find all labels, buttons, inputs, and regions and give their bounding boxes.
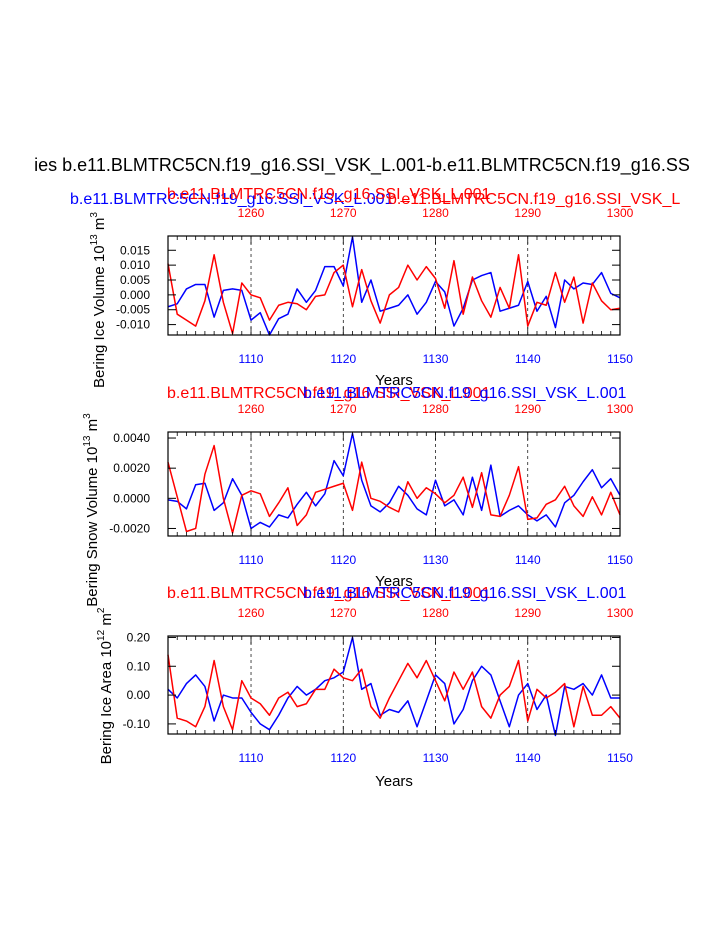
plot-frame: [167, 235, 621, 336]
x-top-tick-label: 1280: [422, 206, 449, 220]
chart-panel-3: b.e11.BLMTRC5CN.f19_g16.SSI_VSK_L.001b.e…: [96, 585, 634, 790]
y-axis-label-unit: m: [98, 613, 115, 630]
y-tick-label: 0.005: [120, 273, 150, 287]
x-axis-label: Years: [375, 773, 413, 790]
y-axis-label-unit: m: [84, 419, 101, 436]
x-top-tick-label: 1300: [607, 606, 634, 620]
y-axis-label-exp: 13: [82, 435, 93, 447]
y-tick-label: 0.00: [127, 688, 151, 702]
chart-panel-2: b.e11.BLMTRC5CN.f19_g16.SSI_VSK_L.001b.e…: [82, 385, 634, 607]
x-bottom-tick-label: 1110: [239, 553, 264, 567]
panel-title-blue: b.e11.BLMTRC5CN.f19_g16.SSI_VSK_L.001: [303, 585, 627, 602]
x-top-tick-label: 1300: [607, 402, 634, 416]
x-top-tick-label: 1260: [238, 206, 265, 220]
x-top-tick-label: 1290: [514, 606, 541, 620]
series-line-blue: [167, 236, 621, 336]
panel-title-red: b.e11.BLMTRC5CN.f19_g16.SSI_VSK_L.001: [167, 385, 491, 402]
panel-title-blue: b.e11.BLMTRC5CN.f19_g16.SSI_VSK_L.001: [303, 385, 627, 402]
y-tick-label: 0.0040: [113, 431, 150, 445]
y-axis-label: Bering Ice Area 1012 m2: [96, 607, 115, 764]
x-axis-label: Years: [375, 573, 413, 590]
y-axis-label: Bering Snow Volume 1013 m3: [82, 413, 101, 607]
y-axis-label-unit-exp: 3: [89, 212, 100, 218]
y-tick-label: 0.0020: [113, 461, 150, 475]
x-top-tick-label: 1260: [238, 402, 265, 416]
x-bottom-tick-label: 1140: [515, 751, 541, 765]
y-tick-label: 0.000: [120, 288, 150, 302]
x-bottom-tick-label: 1120: [330, 751, 356, 765]
x-top-tick-label: 1290: [514, 206, 541, 220]
page-title: ies b.e11.BLMTRC5CN.f19_g16.SSI_VSK_L.00…: [34, 155, 690, 176]
y-axis-label-unit-exp: 2: [96, 607, 107, 613]
x-axis-label: Years: [375, 372, 413, 389]
y-axis-label-exp: 12: [96, 629, 107, 641]
y-tick-label: -0.0020: [109, 521, 150, 535]
x-bottom-tick-label: 1150: [607, 751, 633, 765]
y-tick-label: 0.20: [127, 630, 151, 644]
header-title-red-overlap: b.e11.BLMTRC5CN.f19_g16.SSI_VSK_L.001: [167, 186, 491, 203]
series-line-red: [167, 654, 621, 731]
x-bottom-tick-label: 1140: [515, 352, 541, 366]
y-axis-label-text: Bering Ice Area 10: [98, 641, 115, 764]
y-axis-label-text: Bering Ice Volume 10: [91, 245, 108, 388]
x-top-tick-label: 1270: [330, 402, 357, 416]
x-top-tick-label: 1270: [330, 206, 357, 220]
series-line-red: [167, 444, 621, 534]
y-axis-label-unit: m: [91, 218, 108, 235]
plot-frame: [167, 635, 621, 735]
x-bottom-tick-label: 1130: [423, 553, 449, 567]
y-tick-label: 0.10: [127, 659, 151, 673]
y-axis-label: Bering Ice Volume 1013 m3: [89, 212, 108, 388]
plot-frame: [167, 431, 621, 537]
x-top-tick-label: 1260: [238, 606, 265, 620]
header-title-red-tail: b.e11.BLMTRC5CN.f19_g16.SSI_VSK_L: [388, 191, 680, 208]
y-axis-label-exp: 13: [89, 234, 100, 246]
series-line-blue: [167, 432, 621, 530]
y-axis-label-unit-exp: 3: [82, 413, 93, 419]
x-top-tick-label: 1280: [422, 606, 449, 620]
series-line-blue: [167, 636, 620, 737]
panel-title-red: b.e11.BLMTRC5CN.f19_g16.SSI_VSK_L.001: [167, 585, 491, 602]
y-axis-label-text: Bering Snow Volume 10: [84, 447, 101, 607]
y-tick-label: 0.0000: [113, 491, 150, 505]
x-bottom-tick-label: 1140: [515, 553, 541, 567]
x-bottom-tick-label: 1110: [239, 352, 264, 366]
x-bottom-tick-label: 1120: [330, 352, 356, 366]
x-top-tick-label: 1270: [330, 606, 357, 620]
x-top-tick-label: 1290: [514, 402, 541, 416]
x-bottom-tick-label: 1120: [330, 553, 356, 567]
x-top-tick-label: 1280: [422, 402, 449, 416]
y-tick-label: -0.010: [116, 318, 150, 332]
x-top-tick-label: 1300: [607, 206, 634, 220]
x-bottom-tick-label: 1130: [423, 352, 449, 366]
header-title-blue: b.e11.BLMTRC5CN.f19_g16.SSI_VSK_L.001: [70, 191, 394, 208]
y-tick-label: 0.010: [120, 258, 150, 272]
y-tick-label: -0.10: [123, 717, 151, 731]
x-bottom-tick-label: 1150: [607, 553, 633, 567]
series-line-red: [167, 253, 621, 335]
x-bottom-tick-label: 1130: [423, 751, 449, 765]
x-bottom-tick-label: 1110: [239, 751, 264, 765]
x-bottom-tick-label: 1150: [607, 352, 633, 366]
y-tick-label: 0.015: [120, 243, 150, 257]
y-tick-label: -0.005: [116, 303, 150, 317]
